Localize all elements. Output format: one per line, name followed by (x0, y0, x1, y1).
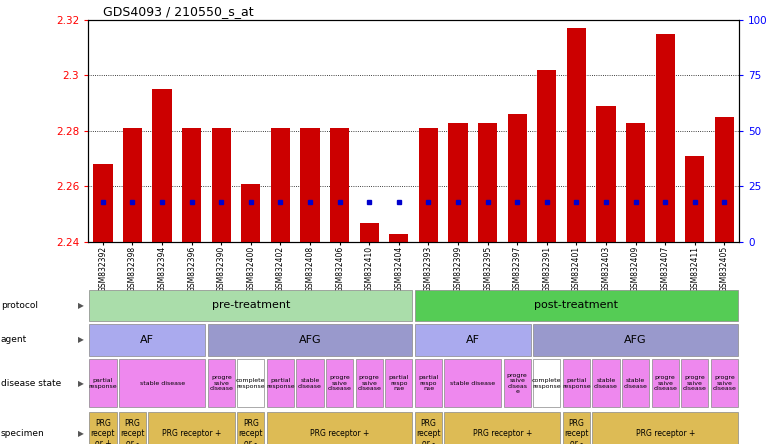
Bar (597, 106, 616, 242)
Text: stable
disease: stable disease (298, 378, 322, 388)
Text: AFG: AFG (624, 335, 647, 345)
Text: PRG
recept
or -: PRG recept or - (239, 420, 263, 444)
Bar (681, 359, 709, 408)
Bar (385, 359, 412, 408)
Bar (326, 359, 353, 408)
Bar (149, 412, 235, 444)
Text: PRG
recept
or +: PRG recept or + (90, 420, 115, 444)
Bar (267, 359, 294, 408)
Bar (652, 359, 679, 408)
Bar (626, 123, 645, 242)
Text: progre
ssive
disease: progre ssive disease (683, 376, 707, 391)
Text: AF: AF (140, 335, 154, 345)
Bar (152, 89, 172, 242)
Text: partial
response: partial response (266, 378, 295, 388)
Bar (267, 412, 412, 444)
Text: ▶: ▶ (78, 301, 84, 310)
Bar (208, 324, 412, 356)
Text: PRG
recept
or -: PRG recept or - (565, 420, 588, 444)
Text: progre
ssive
disease: progre ssive disease (653, 376, 677, 391)
Text: partial
response: partial response (89, 378, 117, 388)
Text: complete
response: complete response (532, 378, 561, 388)
Bar (123, 128, 142, 242)
Text: PRG receptor +: PRG receptor + (162, 429, 221, 438)
Bar (241, 184, 260, 242)
Text: progre
ssive
diseas
e: progre ssive diseas e (507, 373, 528, 394)
Text: stable
disease: stable disease (594, 378, 618, 388)
Bar (271, 128, 290, 242)
Bar (300, 128, 319, 242)
Bar (711, 359, 738, 408)
Bar (208, 359, 235, 408)
Bar (415, 324, 531, 356)
Bar (415, 359, 442, 408)
Bar (90, 412, 116, 444)
Text: PRG receptor +: PRG receptor + (310, 429, 369, 438)
Text: stable
disease: stable disease (624, 378, 647, 388)
Text: stable disease: stable disease (139, 381, 185, 386)
Bar (419, 128, 438, 242)
Bar (359, 222, 379, 242)
Bar (537, 70, 556, 242)
Text: ▶: ▶ (78, 379, 84, 388)
Bar (533, 359, 561, 408)
Text: partial
respo
nse: partial respo nse (388, 376, 409, 391)
Text: PRG
recept
or -: PRG recept or - (416, 420, 440, 444)
Bar (182, 128, 201, 242)
Text: PRG receptor +: PRG receptor + (473, 429, 532, 438)
Text: progre
ssive
disease: progre ssive disease (712, 376, 736, 391)
Bar (119, 412, 146, 444)
Text: complete
response: complete response (236, 378, 266, 388)
Text: stable disease: stable disease (450, 381, 496, 386)
Bar (685, 156, 705, 242)
Bar (503, 359, 531, 408)
Bar (415, 289, 738, 321)
Bar (592, 359, 620, 408)
Bar (211, 128, 231, 242)
Bar (592, 412, 738, 444)
Text: partial
respo
nse: partial respo nse (418, 376, 439, 391)
Text: PRG
recept
or -: PRG recept or - (120, 420, 145, 444)
Bar (448, 123, 468, 242)
Bar (90, 289, 412, 321)
Bar (563, 359, 590, 408)
Text: partial
response: partial response (562, 378, 591, 388)
Bar (90, 359, 116, 408)
Text: disease state: disease state (1, 379, 61, 388)
Text: agent: agent (1, 335, 27, 345)
Bar (355, 359, 383, 408)
Bar (444, 359, 501, 408)
Text: protocol: protocol (1, 301, 38, 310)
Text: pre-treatment: pre-treatment (211, 300, 290, 310)
Text: AFG: AFG (299, 335, 322, 345)
Bar (656, 34, 675, 242)
Bar (93, 164, 113, 242)
Bar (237, 412, 264, 444)
Text: specimen: specimen (1, 429, 44, 438)
Text: progre
ssive
disease: progre ssive disease (328, 376, 352, 391)
Text: post-treatment: post-treatment (535, 300, 618, 310)
Bar (622, 359, 650, 408)
Bar (567, 28, 586, 242)
Bar (533, 324, 738, 356)
Text: progre
ssive
disease: progre ssive disease (209, 376, 233, 391)
Text: ▶: ▶ (78, 429, 84, 438)
Bar (563, 412, 590, 444)
Bar (444, 412, 561, 444)
Text: PRG receptor +: PRG receptor + (636, 429, 695, 438)
Bar (415, 412, 442, 444)
Text: progre
ssive
disease: progre ssive disease (357, 376, 381, 391)
Bar (237, 359, 264, 408)
Bar (296, 359, 324, 408)
Text: GDS4093 / 210550_s_at: GDS4093 / 210550_s_at (103, 5, 254, 18)
Bar (119, 359, 205, 408)
Bar (389, 234, 408, 242)
Text: AF: AF (466, 335, 480, 345)
Bar (90, 324, 205, 356)
Bar (330, 128, 349, 242)
Bar (715, 117, 734, 242)
Bar (478, 123, 497, 242)
Text: ▶: ▶ (78, 335, 84, 345)
Bar (508, 114, 527, 242)
